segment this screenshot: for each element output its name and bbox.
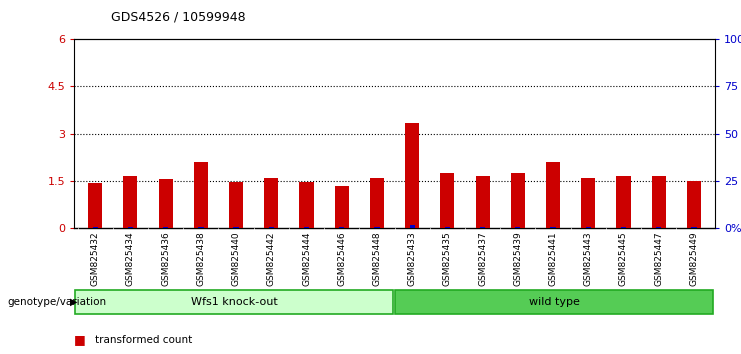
Bar [410,224,415,228]
Text: GSM825434: GSM825434 [126,231,135,286]
Bar [617,176,631,228]
Text: GSM825445: GSM825445 [619,231,628,286]
Bar [194,162,208,228]
Text: GSM825449: GSM825449 [689,231,699,286]
Text: GSM825437: GSM825437 [478,231,487,286]
Text: GSM825443: GSM825443 [584,231,593,286]
Bar [269,227,274,228]
Bar [93,227,98,228]
Bar [370,178,384,228]
Bar [581,178,595,228]
Bar [199,227,204,228]
Text: GSM825439: GSM825439 [514,231,522,286]
Bar [551,227,556,228]
Bar [440,173,454,228]
Text: GSM825447: GSM825447 [654,231,663,286]
Text: GSM825436: GSM825436 [161,231,170,286]
FancyBboxPatch shape [395,290,714,314]
Text: GSM825442: GSM825442 [267,231,276,286]
Bar [515,227,520,228]
Bar [405,122,419,228]
Bar [159,179,173,228]
Text: transformed count: transformed count [95,335,192,345]
Bar [304,227,309,228]
Text: GSM825441: GSM825441 [548,231,557,286]
Text: GSM825438: GSM825438 [196,231,205,286]
Bar [124,176,138,228]
Bar [511,173,525,228]
Text: ▶: ▶ [70,297,78,307]
Bar [691,227,697,228]
Bar [374,227,379,228]
Bar [335,186,349,228]
Text: GSM825432: GSM825432 [90,231,100,286]
Bar [651,176,665,228]
Bar [656,227,662,228]
Bar [233,227,239,228]
Text: Wfs1 knock-out: Wfs1 knock-out [191,297,278,307]
Bar [163,227,168,228]
FancyBboxPatch shape [75,290,393,314]
Text: GSM825446: GSM825446 [337,231,346,286]
Bar [127,227,133,228]
Text: GSM825440: GSM825440 [232,231,241,286]
Bar [585,227,591,228]
Bar [621,227,626,228]
Text: GSM825435: GSM825435 [443,231,452,286]
Bar [480,227,485,228]
Bar [229,182,243,228]
Text: genotype/variation: genotype/variation [7,297,107,307]
Text: GSM825444: GSM825444 [302,231,311,286]
Text: ■: ■ [74,333,86,346]
Text: wild type: wild type [529,297,580,307]
Bar [339,227,345,228]
Bar [299,182,313,228]
Bar [687,181,701,228]
Text: GSM825433: GSM825433 [408,231,416,286]
Bar [476,176,490,228]
Bar [445,227,450,228]
Bar [88,183,102,228]
Text: GSM825448: GSM825448 [373,231,382,286]
Bar [546,162,560,228]
Text: GDS4526 / 10599948: GDS4526 / 10599948 [111,11,246,24]
Bar [265,178,279,228]
